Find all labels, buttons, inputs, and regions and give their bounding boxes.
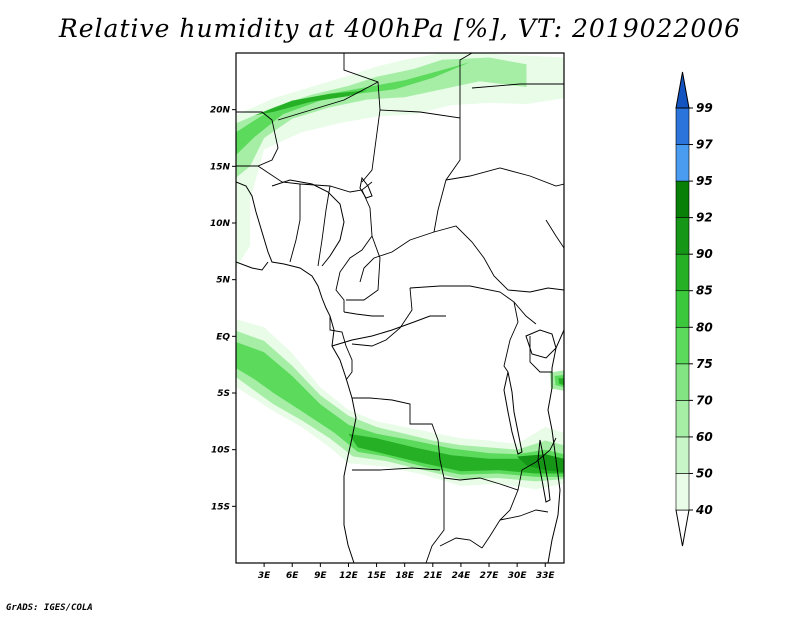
lon-tick-label: 6E [286,571,299,581]
lat-tick-label: 15S [211,502,230,512]
lon-tick-label: 27E [480,571,500,581]
lon-tick-label: 12E [339,571,359,581]
map-area [236,53,564,563]
colorbar-segment [675,326,690,365]
lat-tick-label: 20N [210,106,231,116]
niger-river [271,179,345,267]
lon-tick-label: 30E [508,571,528,581]
lat-tick-label: 15N [210,162,231,172]
lon-tick-label: 21E [423,571,443,581]
colorbar-label: 80 [696,320,713,334]
humidity-contour-northern-band-85 [254,90,368,116]
colorbar-label: 85 [696,284,713,298]
humidity-contour-northern-band-60 [236,57,527,178]
colorbar-segment [675,71,690,109]
longitude-axis: 3E 6E 9E 12E 15E 18E 21E 24E 27E 30E 33E [258,563,556,581]
lon-tick-label: 33E [536,571,556,581]
borders-layer [236,53,564,563]
humidity-contour-southern-band-90 [517,454,564,473]
colorbar-label: 70 [696,393,713,407]
colorbar-label: 50 [696,466,713,480]
lat-tick-label: 5N [216,276,230,286]
colorbar-label: 92 [696,211,713,225]
map-title: Relative humidity at 400hPa [%], VT: 201… [58,14,742,43]
colorbar-segment [675,217,690,255]
map-frame [235,52,565,564]
west-coast-bulge [236,261,269,271]
humidity-contour-east-patch-85 [558,378,564,386]
colorbar-segment [675,473,690,511]
humidity-contour-southern-band-40 [236,319,564,490]
colorbar-label: 99 [696,101,713,115]
lon-tick-label: 3E [258,571,271,581]
lake-victoria [525,329,557,359]
colorbar-segment [675,509,690,547]
lat-tick-label: 5S [217,389,230,399]
congo-river [331,315,446,347]
latitude-axis: 20N 15N 10N 5N EQ 5S 10S 15S [210,106,236,512]
colorbar-label: 95 [696,174,713,188]
grads-credit: GrADS: IGES/COLA [6,603,93,613]
colorbar-label: 97 [696,138,713,152]
colorbar-segment [675,144,690,182]
colorbar-segment [675,363,690,401]
humidity-contour-southern-band-85 [348,433,564,474]
colorbar: 40 50 60 70 75 80 85 90 92 95 97 99 [675,71,713,547]
lon-tick-label: 24E [452,571,472,581]
colorbar-segment [675,400,690,438]
colorbar-segment [675,290,690,328]
lake-tanganyika [503,371,523,455]
colorbar-label: 75 [696,357,713,371]
colorbar-label: 60 [696,430,713,444]
colorbar-label: 40 [695,503,713,517]
lake-malawi [537,439,551,503]
colorbar-segment [675,436,690,474]
colorbar-segment [675,107,690,145]
lon-tick-label: 9E [314,571,327,581]
lat-tick-label: EQ [216,332,230,342]
lon-tick-label: 15E [367,571,387,581]
colorbar-label: 90 [696,247,713,261]
east-africa-coastline [547,329,564,563]
lat-tick-label: 10N [210,219,231,229]
humidity-fill-layer [236,53,564,490]
colorbar-segment [675,180,690,218]
lon-tick-label: 18E [395,571,415,581]
colorbar-segment [675,253,690,292]
lat-tick-label: 10S [211,446,230,456]
lake-chad [359,176,373,199]
